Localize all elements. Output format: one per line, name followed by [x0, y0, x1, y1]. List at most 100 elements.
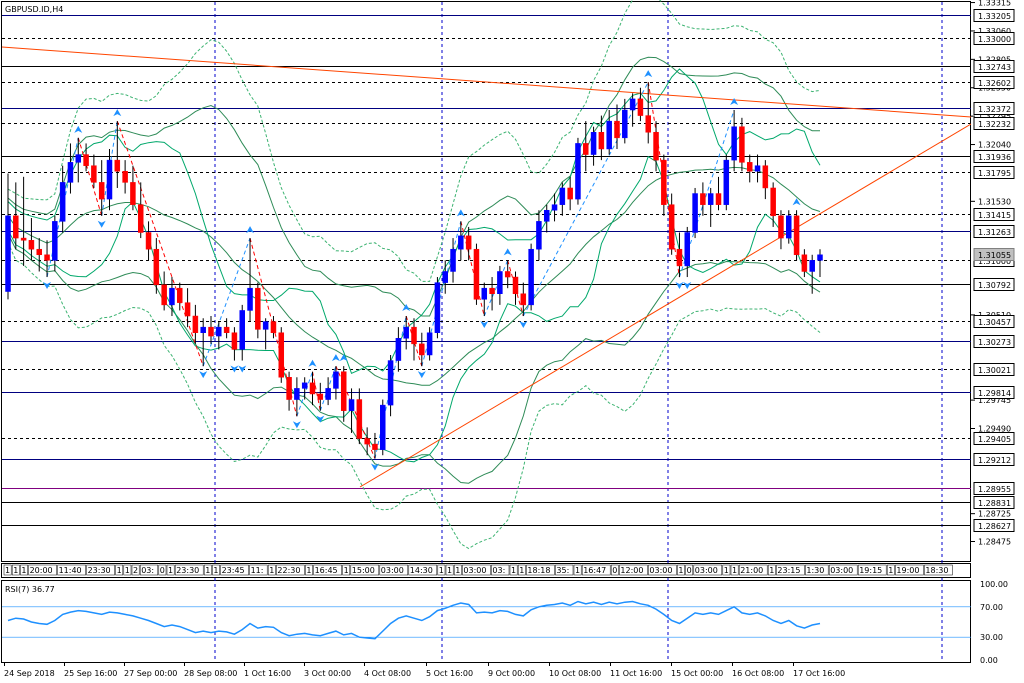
price-tick-label-0: 1.33315 — [978, 0, 1011, 8]
candle-body-79 — [622, 109, 628, 139]
session-box-29 — [491, 564, 510, 576]
candle-body-53 — [419, 343, 425, 356]
time-label-6: 4 Oct 08:00 — [364, 669, 411, 678]
candle-body-95 — [746, 162, 753, 172]
session-box-16 — [249, 564, 268, 576]
session-label-5: 23:30 — [88, 566, 111, 575]
session-label-29: 03: — [492, 566, 505, 575]
session-label-33: 35: — [556, 566, 569, 575]
level-box-0 — [973, 9, 1015, 22]
time-label-3: 28 Sep 08:00 — [184, 669, 237, 678]
session-box-15 — [220, 564, 249, 576]
fractal-arrow-11 — [331, 354, 340, 362]
candle-body-87 — [684, 232, 691, 267]
session-label-4: 11:40 — [59, 566, 82, 575]
session-label-15: 23:45 — [222, 566, 245, 575]
candle-body-9 — [75, 154, 82, 163]
candle-body-66 — [520, 293, 527, 306]
session-box-22 — [350, 564, 380, 576]
session-label-26: 1 — [447, 566, 452, 575]
price-tick-label-2: 1.32805 — [978, 55, 1011, 64]
level-price-label-1: 1.33000 — [978, 35, 1011, 44]
fractal-arrow-9 — [308, 359, 317, 367]
price-tick-label-9: 1.29490 — [978, 424, 1011, 433]
candle-body-50 — [395, 338, 402, 361]
candle-body-100 — [786, 215, 792, 239]
level-price-label-11: 1.30792 — [978, 281, 1011, 290]
session-box-48 — [828, 564, 858, 576]
candle-body-8 — [67, 162, 74, 183]
level-price-label-2: 1.32743 — [978, 63, 1011, 72]
fractal-arrow-7 — [246, 226, 255, 234]
session-box-25 — [437, 564, 446, 576]
rsi-label: RSI(7) 36.77 — [5, 585, 55, 594]
candle-body-39 — [309, 382, 316, 395]
session-box-40 — [685, 564, 694, 576]
rsi-level-label-3: 0.00 — [980, 656, 998, 665]
candle-body-21 — [169, 287, 175, 306]
candle-body-16 — [130, 182, 136, 205]
rsi-panel-frame — [1, 580, 971, 663]
candle-body-70 — [551, 204, 558, 211]
main-plot-frame — [1, 1, 971, 562]
candle-body-23 — [184, 302, 191, 317]
fractal-arrow-22 — [683, 282, 692, 290]
session-label-23: 03:00 — [381, 566, 404, 575]
level-box-6 — [973, 150, 1015, 163]
level-box-1 — [973, 32, 1015, 45]
candle-body-31 — [247, 287, 253, 311]
session-label-52: 18:30 — [925, 566, 948, 575]
support-trendline — [359, 123, 972, 488]
session-box-34 — [573, 564, 582, 576]
candle-body-28 — [223, 326, 230, 333]
session-label-18: 22:30 — [277, 566, 300, 575]
candle-body-13 — [106, 159, 113, 200]
price-tick-label-11: 1.28475 — [978, 538, 1011, 547]
candle-body-15 — [122, 171, 128, 183]
fractal-arrow-13 — [370, 463, 379, 471]
vertical-grid-lines — [214, 2, 943, 662]
fractal-arrow-12 — [339, 354, 348, 362]
candle-body-77 — [606, 120, 612, 150]
candle-body-55 — [434, 282, 441, 333]
session-box-36 — [610, 564, 619, 576]
fractal-arrow-15 — [417, 371, 426, 379]
level-box-5 — [973, 117, 1015, 130]
level-price-label-17: 1.29212 — [978, 456, 1011, 465]
candle-body-69 — [543, 209, 550, 222]
rsi-level-label-0: 100.00 — [980, 580, 1008, 589]
level-box-13 — [973, 335, 1015, 348]
session-box-44 — [738, 564, 768, 576]
candle-body-62 — [489, 287, 495, 294]
session-label-50: 1 — [888, 566, 893, 575]
session-box-51 — [895, 564, 924, 576]
candle-body-3 — [28, 240, 35, 250]
session-box-7 — [123, 564, 132, 576]
session-box-33 — [555, 564, 574, 576]
time-label-13: 17 Oct 16:00 — [793, 669, 845, 678]
fractal-arrow-8 — [292, 421, 301, 429]
session-label-39: 1 — [678, 566, 683, 575]
price-tick-label-5: 1.32040 — [978, 141, 1011, 150]
candle-body-51 — [403, 326, 409, 339]
candle-body-44 — [348, 399, 355, 411]
session-label-30: 1 — [511, 566, 516, 575]
level-price-label-12: 1.30457 — [978, 318, 1011, 327]
time-label-2: 27 Sep 00:00 — [124, 669, 177, 678]
candle-body-52 — [411, 326, 417, 345]
candle-body-38 — [301, 382, 308, 389]
time-label-5: 3 Oct 00:00 — [304, 669, 351, 678]
level-price-label-6: 1.31936 — [978, 153, 1011, 162]
level-price-label-9: 1.31263 — [978, 228, 1011, 237]
level-price-label-7: 1.31795 — [978, 169, 1011, 178]
session-label-51: 19:00 — [896, 566, 919, 575]
candle-body-65 — [512, 276, 519, 294]
rsi-level-label-1: 70.00 — [980, 603, 1003, 612]
candle-body-82 — [645, 115, 651, 133]
session-label-11: 1 — [168, 566, 173, 575]
candle-body-92 — [723, 159, 730, 205]
session-box-42 — [722, 564, 731, 576]
session-label-44: 21:00 — [740, 566, 763, 575]
session-box-11 — [166, 564, 175, 576]
candle-body-33 — [262, 321, 269, 330]
